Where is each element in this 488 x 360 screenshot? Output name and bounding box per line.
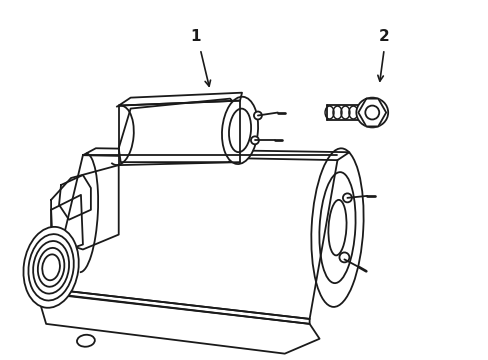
Ellipse shape [250,136,258,144]
Ellipse shape [311,148,363,307]
Polygon shape [41,294,319,354]
Ellipse shape [23,227,79,308]
Text: 2: 2 [378,28,389,44]
Polygon shape [83,148,349,160]
Ellipse shape [77,335,95,347]
Ellipse shape [253,112,262,120]
Ellipse shape [342,193,351,202]
Ellipse shape [222,97,258,164]
Ellipse shape [339,252,349,262]
Polygon shape [119,93,242,105]
Polygon shape [358,99,386,126]
Polygon shape [51,195,83,255]
Polygon shape [51,165,119,249]
Polygon shape [59,175,91,220]
Polygon shape [119,99,240,162]
Ellipse shape [356,98,387,127]
Text: 1: 1 [190,28,200,44]
Polygon shape [51,289,309,324]
